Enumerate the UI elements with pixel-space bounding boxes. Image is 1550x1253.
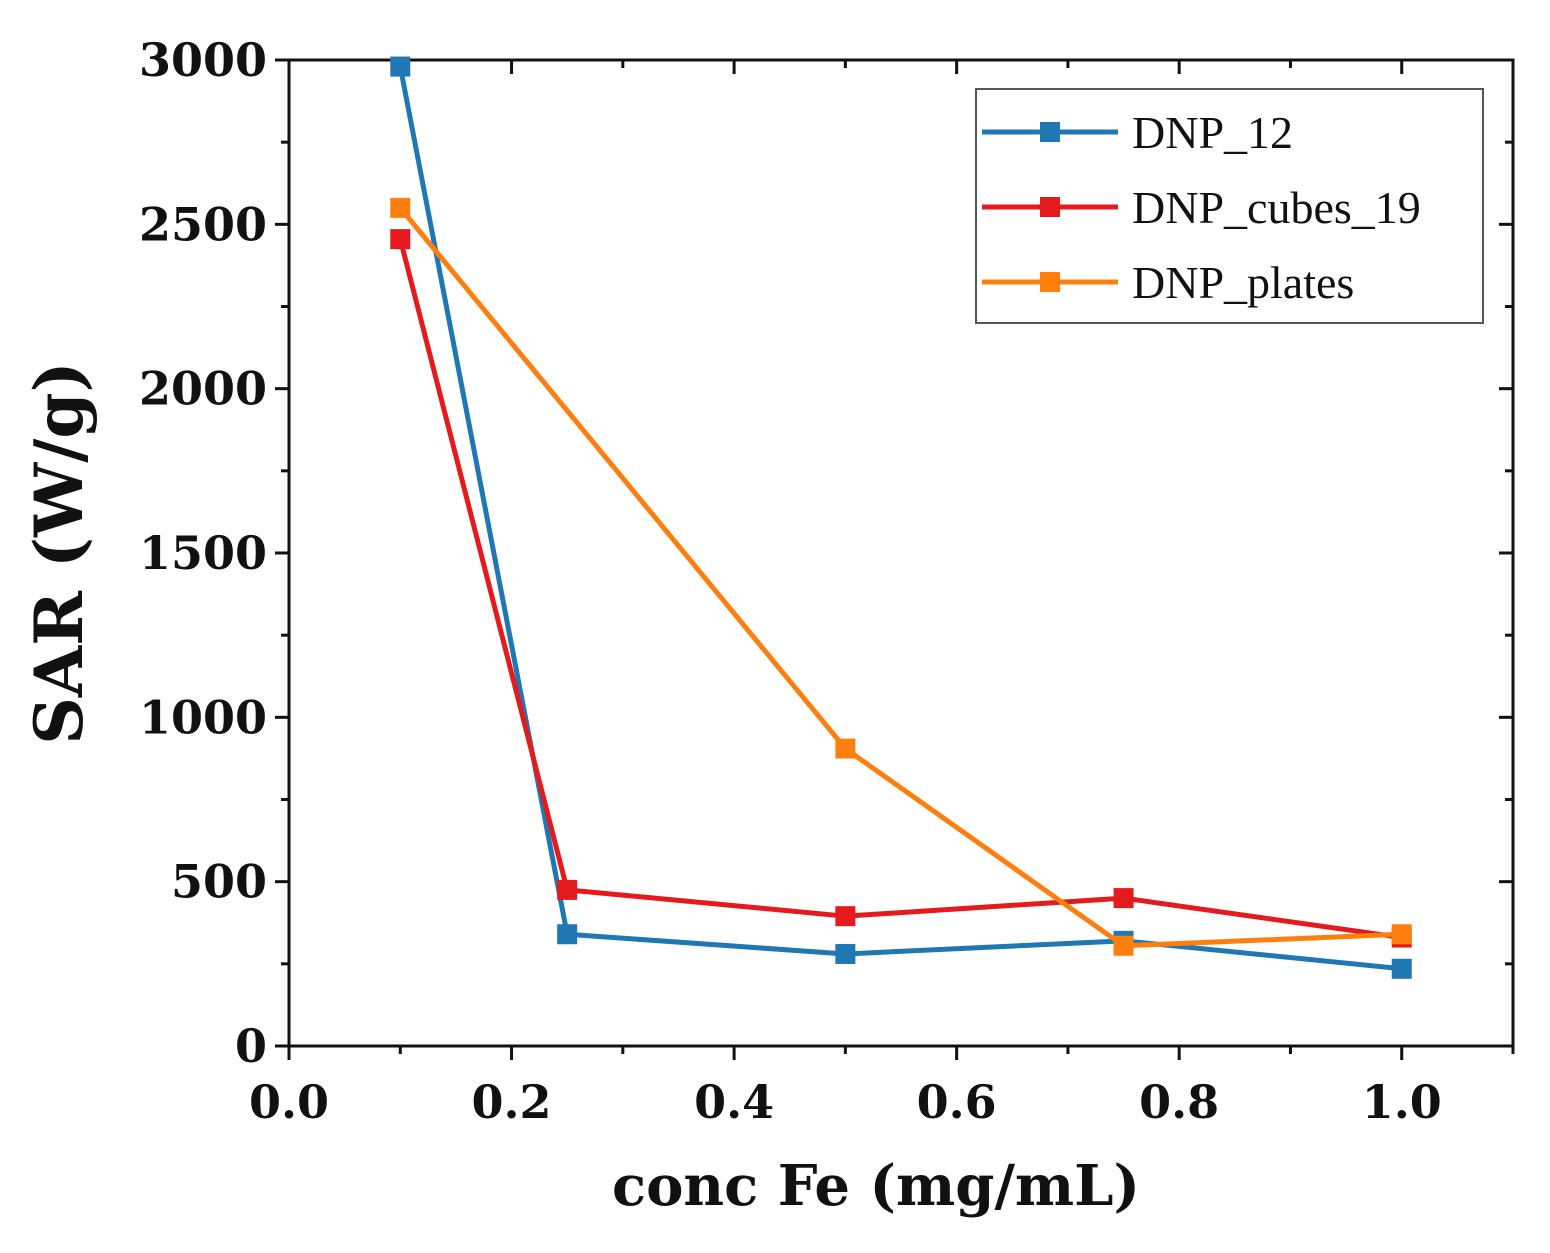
y-tick-label: 500 — [171, 855, 267, 909]
x-tick-label: 0.8 — [1139, 1075, 1219, 1129]
data-point-dnp-12 — [1391, 958, 1412, 979]
y-tick-label: 1000 — [139, 690, 267, 744]
x-tick-label: 0.0 — [249, 1075, 329, 1129]
x-axis-label: conc Fe (mg/mL) — [612, 1153, 1140, 1219]
data-point-dnp-12 — [390, 56, 411, 77]
series-dnp-cubes-19 — [390, 229, 1412, 948]
x-tick-label: 0.4 — [694, 1075, 774, 1129]
data-point-dnp-plates — [390, 197, 411, 218]
data-point-dnp-cubes-19 — [390, 229, 411, 250]
legend-label-dnp-cubes-19: DNP_cubes_19 — [1132, 182, 1421, 233]
x-tick-label: 1.0 — [1362, 1075, 1442, 1129]
legend: DNP_12 DNP_cubes_19 DNP_plates — [975, 88, 1484, 324]
series-layer — [390, 56, 1412, 979]
x-tick-label: 0.6 — [917, 1075, 997, 1129]
x-tick-label: 0.2 — [472, 1075, 552, 1129]
data-point-dnp-plates — [835, 738, 856, 759]
data-point-dnp-12 — [557, 924, 578, 945]
y-tick-label: 1500 — [139, 526, 267, 580]
y-tick-label: 2000 — [139, 362, 267, 416]
data-point-dnp-cubes-19 — [557, 879, 578, 900]
data-point-dnp-plates — [1113, 935, 1134, 956]
legend-label-dnp-12: DNP_12 — [1132, 107, 1293, 158]
data-point-dnp-12 — [835, 943, 856, 964]
legend-marker-dnp-12 — [1040, 122, 1060, 142]
data-point-dnp-plates — [1391, 924, 1412, 945]
y-axis-label: SAR (W/g) — [20, 361, 98, 745]
data-point-dnp-cubes-19 — [1113, 888, 1134, 909]
series-line-dnp-plates — [398, 206, 1402, 949]
y-tick-label: 2500 — [139, 197, 267, 251]
legend-marker-dnp-plates — [1040, 272, 1060, 292]
data-point-dnp-cubes-19 — [835, 906, 856, 927]
series-dnp-12 — [390, 56, 1412, 979]
series-dnp-plates — [390, 197, 1412, 956]
y-axis-ticks: 0 500 1000 1500 2000 2500 3000 — [139, 33, 1513, 1073]
y-tick-label: 3000 — [139, 33, 267, 87]
x-axis-ticks: 0.0 0.2 0.4 0.6 0.8 1.0 — [249, 60, 1515, 1129]
y-tick-label: 0 — [235, 1019, 267, 1073]
legend-marker-dnp-cubes-19 — [1040, 197, 1060, 217]
series-line-dnp-cubes-19 — [397, 238, 1403, 941]
legend-label-dnp-plates: DNP_plates — [1132, 257, 1354, 308]
